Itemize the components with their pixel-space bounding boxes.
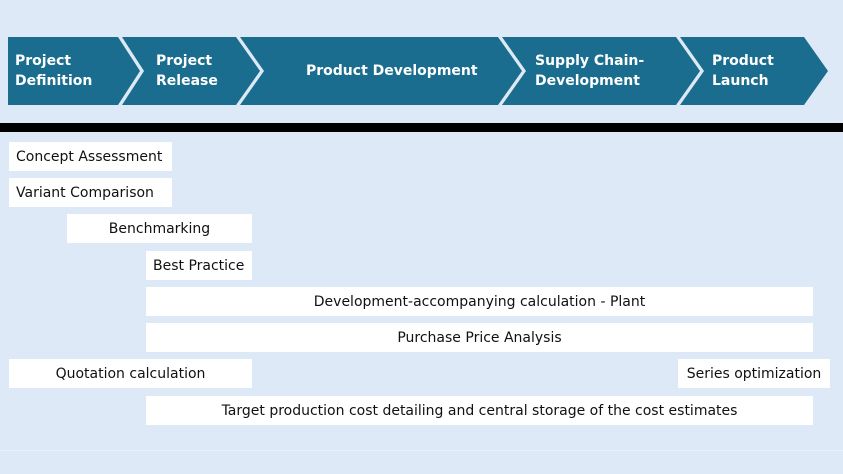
activity-target-production-cost: Target production cost detailing and cen… xyxy=(146,396,813,425)
activity-variant-comparison: Variant Comparison xyxy=(9,178,172,207)
phase-label-project-definition: Project Definition xyxy=(15,53,93,89)
footer-divider xyxy=(0,450,843,451)
phase-arrow-product-development xyxy=(240,37,522,105)
phase-label-product-launch: Product Launch xyxy=(712,53,774,89)
activity-best-practice: Best Practice xyxy=(146,251,252,280)
activity-quotation-calculation: Quotation calculation xyxy=(9,359,252,388)
phase-label-product-development: Product Development xyxy=(306,63,478,79)
phase-label-project-release: Project Release xyxy=(156,53,218,89)
activity-concept-assessment: Concept Assessment xyxy=(9,142,172,171)
activity-series-optimization: Series optimization xyxy=(678,359,830,388)
phase-arrow-project-release xyxy=(122,37,260,105)
phase-arrow-project-definition xyxy=(8,37,140,105)
phase-arrow-supply-chain-development xyxy=(502,37,700,105)
activity-purchase-price-analysis: Purchase Price Analysis xyxy=(146,323,813,352)
timeline-divider xyxy=(0,123,843,132)
phase-label-supply-chain-development: Supply Chain- Development xyxy=(535,53,645,89)
activity-benchmarking: Benchmarking xyxy=(67,214,252,243)
activity-development-calculation-plant: Development-accompanying calculation - P… xyxy=(146,287,813,316)
phase-arrow-product-launch xyxy=(680,37,828,105)
phase-arrow-row xyxy=(8,37,828,105)
